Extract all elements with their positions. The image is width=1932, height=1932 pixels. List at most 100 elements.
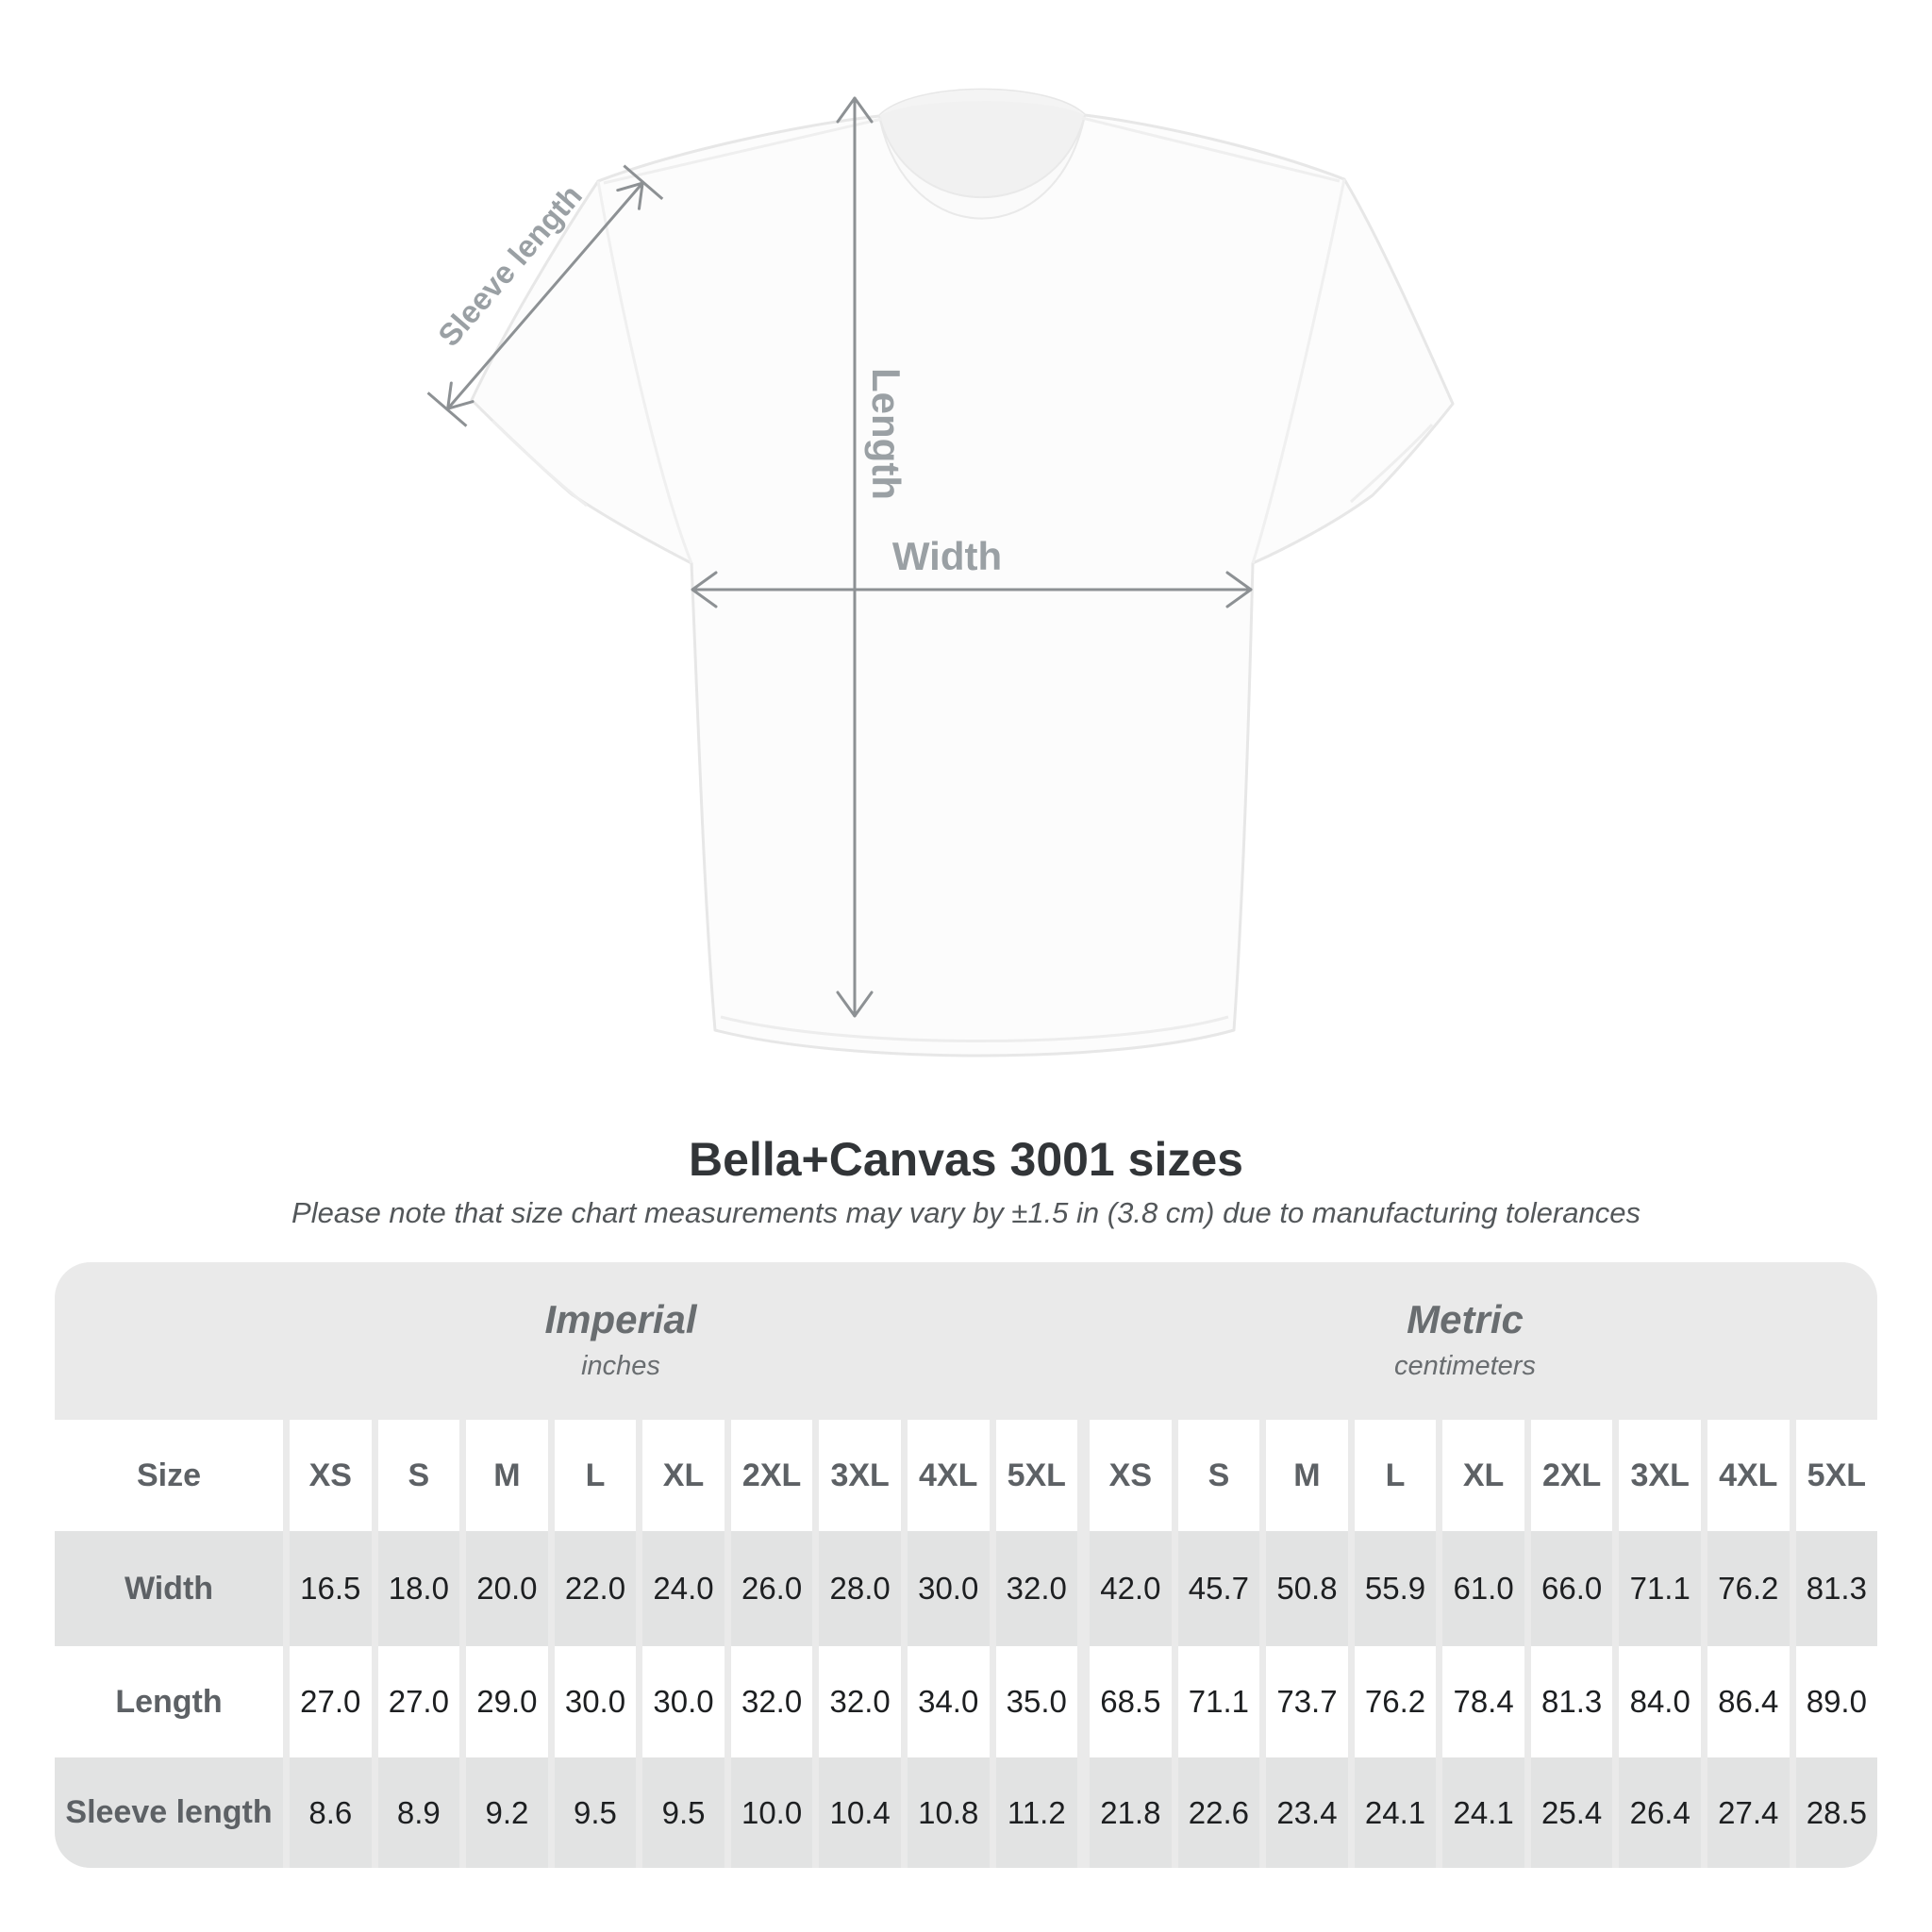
imperial-label: Imperial: [544, 1297, 697, 1341]
measurement-cell: 84.0: [1619, 1646, 1701, 1757]
table-row: Width 16.5 18.0 20.0 22.0 24.0 26.0 28.0 30.0 32.…: [55, 1531, 1877, 1646]
measurement-cell: 27.0: [290, 1646, 372, 1757]
measurement-cell: 30.0: [907, 1531, 990, 1646]
measurement-cell: 21.8: [1090, 1757, 1172, 1868]
measurement-cell: 16.5: [290, 1531, 372, 1646]
measurement-cell: 8.9: [377, 1757, 460, 1868]
measurement-cell: 27.4: [1707, 1757, 1790, 1868]
imperial-unit-header: Imperial inches: [544, 1296, 696, 1385]
measurement-cell: 28.0: [819, 1531, 901, 1646]
size-column-header: Size: [55, 1420, 283, 1531]
size-header-cell: 5XL: [995, 1420, 1078, 1531]
size-table: Imperial inches Metric centimeters Size X…: [55, 1262, 1877, 1868]
measurement-cell: 86.4: [1707, 1646, 1790, 1757]
measurement-cell: 71.1: [1619, 1531, 1701, 1646]
measurement-cell: 20.0: [466, 1531, 548, 1646]
row-label: Length: [55, 1646, 283, 1757]
measurement-cell: 76.2: [1707, 1531, 1790, 1646]
size-header-cell: L: [1354, 1420, 1437, 1531]
measurement-cell: 11.2: [995, 1757, 1078, 1868]
measurement-cell: 34.0: [907, 1646, 990, 1757]
measurement-cell: 26.4: [1619, 1757, 1701, 1868]
measurement-cell: 22.0: [554, 1531, 637, 1646]
units-band: Imperial inches Metric centimeters: [55, 1262, 1877, 1420]
length-annotation: Length: [836, 96, 908, 1018]
measurement-cell: 18.0: [377, 1531, 460, 1646]
size-header-cell: M: [466, 1420, 548, 1531]
measurement-cell: 32.0: [995, 1531, 1078, 1646]
measurement-cell: 32.0: [819, 1646, 901, 1757]
measurement-cell: 24.1: [1442, 1757, 1524, 1868]
measurement-cell: 61.0: [1442, 1531, 1524, 1646]
measurement-cell: 9.5: [554, 1757, 637, 1868]
size-header-cell: 5XL: [1795, 1420, 1877, 1531]
size-header-cell: 3XL: [819, 1420, 901, 1531]
measurement-cell: 45.7: [1177, 1531, 1260, 1646]
row-label: Sleeve length: [55, 1757, 283, 1868]
measurement-cell: 10.0: [730, 1757, 813, 1868]
measurement-cell: 29.0: [466, 1646, 548, 1757]
size-header-cell: S: [1177, 1420, 1260, 1531]
measurement-cell: 35.0: [995, 1646, 1078, 1757]
measurement-cell: 89.0: [1795, 1646, 1877, 1757]
size-header-cell: S: [377, 1420, 460, 1531]
measurement-cell: 81.3: [1795, 1531, 1877, 1646]
measurement-cell: 50.8: [1266, 1531, 1348, 1646]
row-label: Width: [55, 1531, 283, 1646]
measurement-cell: 76.2: [1354, 1646, 1437, 1757]
measurement-cell: 26.0: [730, 1531, 813, 1646]
measurement-cell: 55.9: [1354, 1531, 1437, 1646]
table-row: Length 27.0 27.0 29.0 30.0 30.0 32.0 32.0 34.0 35…: [55, 1646, 1877, 1757]
neck-opening: [879, 93, 1085, 203]
measurement-cell: 27.0: [377, 1646, 460, 1757]
measurement-cell: 71.1: [1177, 1646, 1260, 1757]
size-header-cell: XS: [1090, 1420, 1172, 1531]
measurement-cell: 32.0: [730, 1646, 813, 1757]
length-label: Length: [864, 368, 908, 500]
size-header-cell: XL: [1442, 1420, 1524, 1531]
size-header-cell: 4XL: [907, 1420, 990, 1531]
table-row: Sleeve length 8.6 8.9 9.2 9.5 9.5 10.0 10.4 10.8…: [55, 1757, 1877, 1868]
imperial-sublabel: inches: [581, 1351, 660, 1381]
size-header-cell: 4XL: [1707, 1420, 1790, 1531]
measurement-cell: 28.5: [1795, 1757, 1877, 1868]
measurement-cell: 10.8: [907, 1757, 990, 1868]
measurement-cell: 24.0: [642, 1531, 724, 1646]
size-header-row: Size XS S M L XL 2XL 3XL 4XL 5XL XS S M L XL 2XL 3XL 4XL 5…: [55, 1420, 1877, 1531]
measurement-cell: 9.5: [642, 1757, 724, 1868]
metric-label: Metric: [1407, 1297, 1524, 1341]
tshirt-graphic: [470, 88, 1455, 1058]
measurement-cell: 78.4: [1442, 1646, 1524, 1757]
measurement-cell: 68.5: [1090, 1646, 1172, 1757]
measurement-cell: 22.6: [1177, 1757, 1260, 1868]
width-label: Width: [892, 534, 1002, 578]
size-header-cell: L: [554, 1420, 637, 1531]
measurement-cell: 42.0: [1090, 1531, 1172, 1646]
measurement-cell: 25.4: [1530, 1757, 1613, 1868]
size-header-cell: XS: [290, 1420, 372, 1531]
measurement-cell: 9.2: [466, 1757, 548, 1868]
page-title: Bella+Canvas 3001 sizes: [689, 1133, 1243, 1186]
size-header-cell: M: [1266, 1420, 1348, 1531]
tshirt-measurement-diagram: Sleeve length Length Width: [426, 88, 1455, 1058]
tolerance-note: Please note that size chart measurements…: [291, 1196, 1641, 1229]
measurement-cell: 73.7: [1266, 1646, 1348, 1757]
size-header-cell: 2XL: [1530, 1420, 1613, 1531]
back-collar: [879, 90, 1085, 116]
measurement-cell: 10.4: [819, 1757, 901, 1868]
measurement-cell: 8.6: [290, 1757, 372, 1868]
measurement-cell: 24.1: [1354, 1757, 1437, 1868]
width-annotation: Width: [691, 534, 1253, 608]
size-table-rows: Size XS S M L XL 2XL 3XL 4XL 5XL XS S M L XL 2XL 3XL 4XL 5…: [55, 1420, 1877, 1868]
measurement-cell: 23.4: [1266, 1757, 1348, 1868]
measurement-cell: 30.0: [554, 1646, 637, 1757]
size-header-cell: XL: [642, 1420, 724, 1531]
size-header-cell: 2XL: [730, 1420, 813, 1531]
size-header-cell: 3XL: [1619, 1420, 1701, 1531]
metric-sublabel: centimeters: [1394, 1351, 1536, 1381]
measurement-cell: 66.0: [1530, 1531, 1613, 1646]
measurement-cell: 30.0: [642, 1646, 724, 1757]
collar-band: [878, 114, 1086, 220]
measurement-cell: 81.3: [1530, 1646, 1613, 1757]
